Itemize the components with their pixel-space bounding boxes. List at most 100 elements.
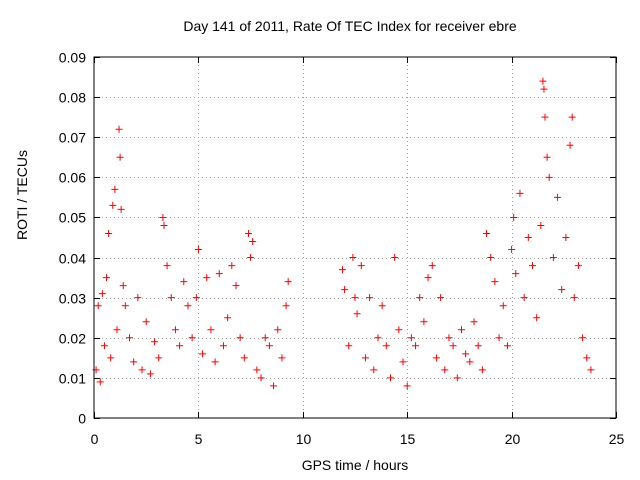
data-point — [125, 334, 133, 342]
data-point — [341, 286, 349, 294]
data-point — [545, 173, 553, 181]
x-tick-label: 25 — [609, 431, 625, 447]
data-point — [407, 334, 415, 342]
y-tick-label: 0.07 — [59, 130, 86, 146]
data-point — [574, 262, 582, 270]
y-tick-label: 0.03 — [59, 291, 86, 307]
data-point — [232, 282, 240, 290]
data-point — [453, 374, 461, 382]
data-point — [270, 382, 278, 390]
data-point — [512, 270, 520, 278]
data-point — [420, 318, 428, 326]
data-point — [199, 350, 207, 358]
data-point — [176, 342, 184, 350]
data-point — [562, 234, 570, 241]
data-point — [203, 274, 211, 282]
data-point — [151, 338, 159, 346]
data-point — [366, 294, 374, 302]
data-point — [159, 213, 167, 221]
data-point — [540, 85, 548, 93]
data-point — [579, 334, 587, 342]
data-point — [554, 193, 562, 201]
data-point — [533, 314, 541, 322]
data-point — [115, 125, 123, 133]
data-point — [155, 354, 163, 362]
plot-frame — [93, 56, 617, 419]
data-point — [587, 366, 595, 374]
data-point — [109, 201, 117, 209]
data-point — [510, 213, 518, 221]
data-point — [568, 113, 576, 121]
x-tick-label: 0 — [91, 431, 99, 447]
data-point — [119, 282, 127, 290]
data-point — [207, 326, 215, 334]
data-point — [167, 294, 175, 302]
grid-lines — [94, 57, 616, 418]
data-point — [228, 262, 236, 270]
data-point — [495, 334, 503, 342]
data-point — [395, 326, 403, 334]
axis-ticks: 0 0.01 0.02 0.03 0.04 0.05 0.06 0.07 0.08 0.09 0 5 1… — [59, 50, 625, 448]
data-point — [103, 274, 111, 282]
data-point — [245, 229, 253, 237]
data-point — [470, 318, 478, 326]
data-point — [194, 246, 202, 254]
data-point — [357, 262, 365, 270]
data-point — [184, 302, 192, 310]
data-point — [449, 342, 457, 350]
data-point — [121, 302, 129, 310]
x-tick-label: 15 — [400, 431, 416, 447]
data-point — [483, 229, 491, 237]
data-point — [382, 342, 390, 350]
data-point — [583, 354, 591, 362]
data-point — [391, 254, 399, 262]
data-point — [96, 378, 104, 386]
data-point — [116, 153, 124, 161]
data-point — [520, 294, 528, 302]
data-point — [466, 358, 474, 366]
data-point — [424, 274, 432, 282]
data-point — [537, 221, 545, 229]
data-point — [111, 185, 119, 193]
data-point — [215, 270, 223, 278]
data-point — [211, 358, 219, 366]
data-point — [478, 366, 486, 374]
data-point — [403, 382, 411, 390]
data-point — [491, 278, 499, 286]
data-point — [566, 141, 574, 149]
x-tick-label: 10 — [296, 431, 312, 447]
data-point — [543, 153, 551, 161]
data-point — [445, 334, 453, 342]
data-points — [92, 77, 595, 390]
data-point — [441, 366, 449, 374]
data-point — [134, 294, 142, 302]
data-point — [113, 326, 121, 334]
data-point — [265, 342, 273, 350]
data-point — [107, 354, 115, 362]
data-point — [253, 366, 261, 374]
data-point — [570, 294, 578, 302]
data-point — [549, 254, 557, 262]
data-point — [105, 229, 113, 237]
data-point — [386, 374, 394, 382]
data-point — [192, 294, 200, 302]
data-point — [338, 266, 346, 274]
data-point — [437, 294, 445, 302]
data-point — [98, 290, 106, 298]
data-point — [257, 374, 265, 382]
data-point — [539, 77, 547, 85]
data-point — [508, 246, 516, 254]
data-point — [100, 342, 108, 350]
data-point — [142, 318, 150, 326]
y-tick-label: 0.02 — [59, 331, 86, 347]
data-point — [412, 342, 420, 350]
y-tick-label: 0.06 — [59, 170, 86, 186]
x-axis-label: GPS time / hours — [301, 457, 409, 473]
data-point — [516, 189, 524, 197]
data-point — [487, 254, 495, 262]
data-point — [528, 262, 536, 270]
data-point — [361, 354, 369, 362]
data-point — [278, 354, 286, 362]
data-point — [349, 254, 357, 262]
data-point — [247, 254, 255, 262]
